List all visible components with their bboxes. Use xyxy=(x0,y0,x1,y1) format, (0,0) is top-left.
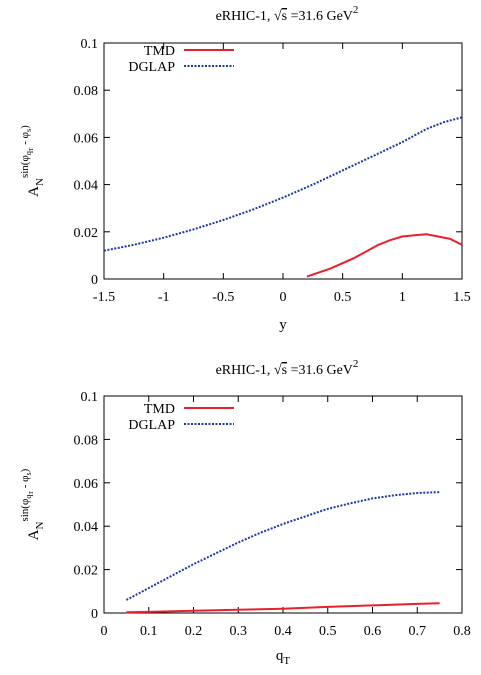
y-tick-label: 0.1 xyxy=(81,37,99,52)
x-tick-label: 0.3 xyxy=(230,624,248,639)
y-tick-label: 0.02 xyxy=(74,564,99,579)
series-line-dglap xyxy=(103,116,463,252)
x-tick-label: 0.5 xyxy=(334,290,352,305)
legend-label-dglap: DGLAP xyxy=(128,418,175,433)
legend-label-tmd: TMD xyxy=(144,44,175,59)
x-axis-label: qT xyxy=(276,648,291,667)
plot-frame xyxy=(103,42,463,280)
bottom-chart: 0 0.02 0.04 0.06 0.08 0.1 0 0.1 0.2 0.3 0.4 0.5 0.6 0… xyxy=(19,358,471,667)
x-tick-label: 0.2 xyxy=(185,624,203,639)
x-axis-label: y xyxy=(279,317,287,333)
x-tick-label: -1 xyxy=(158,290,170,305)
legend-label-tmd: TMD xyxy=(144,402,175,417)
legend-label-dglap: DGLAP xyxy=(128,60,175,75)
chart-title: eRHIC-1, √s =31.6 GeV2 xyxy=(216,358,359,378)
x-tick-label: 0.5 xyxy=(319,624,337,639)
x-tick-label: -0.5 xyxy=(212,290,234,305)
x-tick-label: 0.8 xyxy=(453,624,471,639)
y-tick-label: 0.04 xyxy=(74,179,99,194)
y-axis-label: ANsin(φqT - φs) xyxy=(19,125,46,197)
series-line-tmd xyxy=(306,233,463,278)
y-tick-label: 0.06 xyxy=(74,477,99,492)
x-tick-label: 0.6 xyxy=(364,624,382,639)
y-tick-label: 0 xyxy=(91,607,98,622)
y-axis-label: ANsin(φqT - φs) xyxy=(19,468,46,540)
y-tick-label: 0.06 xyxy=(74,131,99,146)
x-tick-label: 0.7 xyxy=(409,624,427,639)
y-tick-label: 0.08 xyxy=(74,84,99,99)
x-tick-label: -1.5 xyxy=(93,290,115,305)
y-tick-label: 0 xyxy=(91,273,98,288)
series-line-tmd xyxy=(126,602,440,614)
x-tick-label: 0 xyxy=(280,290,287,305)
series-line-dglap xyxy=(125,491,440,601)
x-tick-label: 1.5 xyxy=(453,290,471,305)
y-tick-label: 0.1 xyxy=(81,390,99,405)
x-tick-label: 0.1 xyxy=(140,624,158,639)
top-chart: 0 0.02 0.04 0.06 0.08 0.1 -1.5 -1 -0.5 0 0.5 1 1.5 eR… xyxy=(19,4,471,333)
chart-title: eRHIC-1, √s =31.6 GeV2 xyxy=(216,4,359,24)
x-tick-label: 0 xyxy=(101,624,108,639)
y-tick-label: 0.08 xyxy=(74,433,99,448)
x-tick-label: 0.4 xyxy=(274,624,292,639)
x-tick-label: 1 xyxy=(399,290,406,305)
y-tick-label: 0.04 xyxy=(74,520,99,535)
y-tick-label: 0.02 xyxy=(74,226,99,241)
